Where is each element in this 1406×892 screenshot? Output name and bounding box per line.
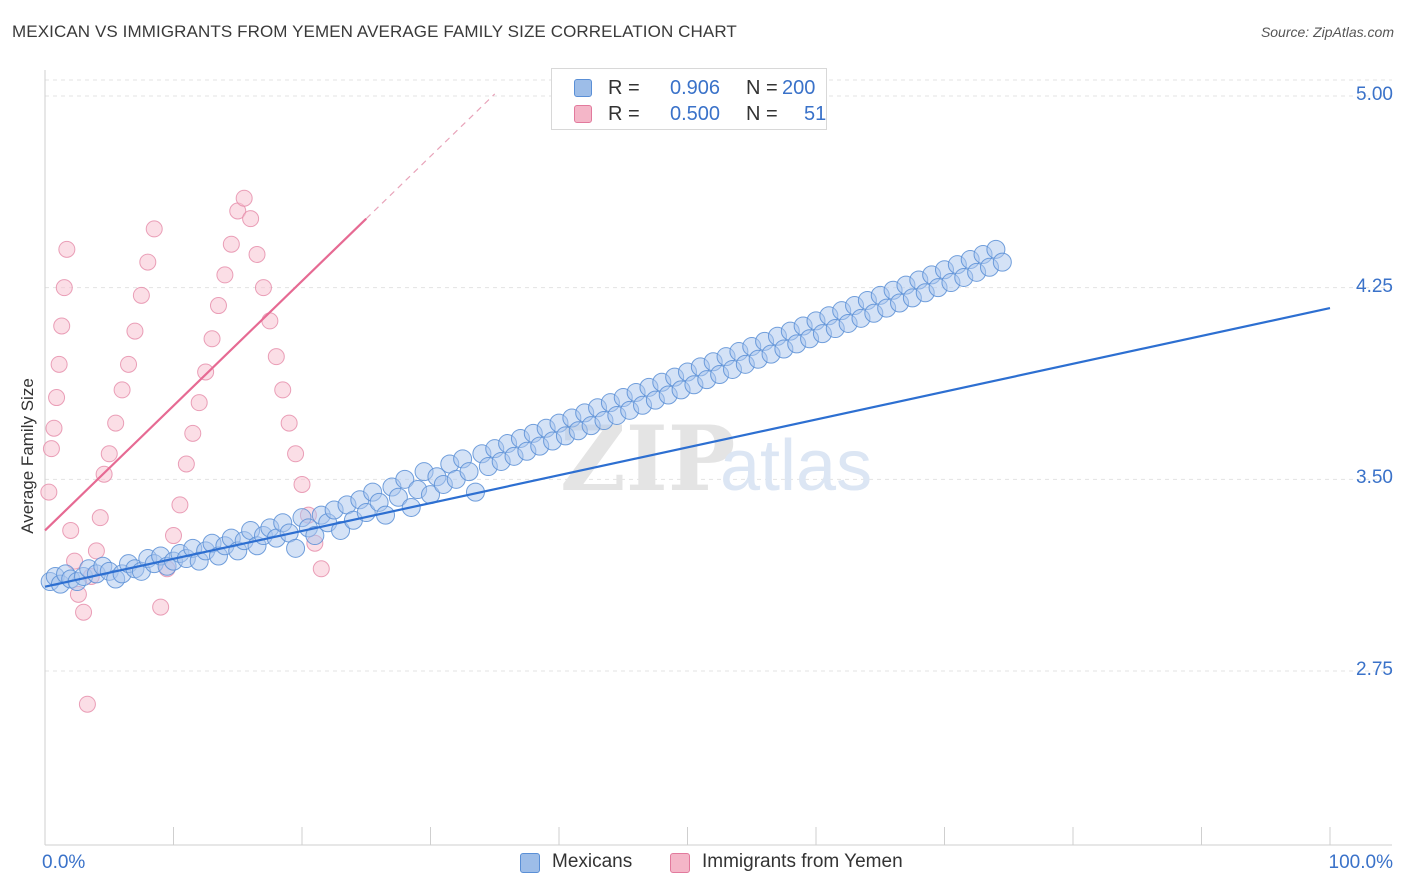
yemen-point (222, 235, 240, 253)
yemen-point (50, 355, 68, 373)
yemen-point (107, 414, 125, 432)
bottom-legend-label-mexicans: Mexicans (552, 851, 633, 872)
correlation-legend: R = 0.906 N = 200 R = 0.500 N = 51 (551, 68, 827, 130)
legend-n-value: 51 (804, 103, 827, 125)
chart-title: MEXICAN VS IMMIGRANTS FROM YEMEN AVERAGE… (12, 22, 737, 41)
yemen-trend-extension (365, 93, 496, 220)
legend-r-value: 0.500 (670, 103, 721, 125)
yemen-point (274, 381, 292, 399)
yemen-point (55, 279, 73, 297)
yemen-trend-line (44, 217, 368, 532)
legend-n-label: N = (746, 103, 778, 125)
y-tick-label: 2.75 (1356, 659, 1393, 680)
yemen-point (120, 355, 138, 373)
legend-r-label: R = (608, 103, 640, 125)
yemen-point (184, 424, 202, 442)
yemen-point (267, 348, 285, 366)
axes (44, 70, 1392, 846)
legend-swatch-mexicans (574, 79, 592, 97)
mexicans-point (395, 469, 415, 489)
yemen-point (203, 330, 221, 348)
mexicans-point (286, 538, 306, 558)
yemen-point (280, 414, 298, 432)
yemen-point (242, 210, 260, 228)
yemen-point (40, 483, 58, 501)
yemen-point (113, 381, 131, 399)
yemen-point (197, 363, 215, 381)
watermark-atlas: atlas (720, 426, 872, 506)
yemen-point (312, 560, 330, 578)
x-tick-label: 100.0% (1328, 852, 1393, 873)
yemen-point (165, 527, 182, 545)
bottom-legend-swatch-yemen (670, 853, 690, 873)
y-tick-label: 4.25 (1356, 275, 1393, 297)
yemen-point (209, 297, 227, 315)
legend-n-label: N = (746, 77, 778, 99)
yemen-point (287, 445, 305, 463)
yemen-point (177, 455, 195, 473)
legend-swatch-yemen (574, 105, 592, 123)
yemen-point (91, 509, 109, 527)
yemen-point (152, 598, 170, 616)
yemen-point (58, 240, 76, 258)
legend-r-value: 0.906 (670, 77, 721, 99)
yemen-point (139, 253, 157, 271)
yemen-point (78, 695, 96, 713)
yemen-points (40, 189, 330, 713)
yemen-point (42, 440, 60, 458)
y-axis-label: Average Family Size (18, 378, 37, 534)
yemen-point (254, 279, 272, 297)
mexicans-point (388, 487, 408, 507)
yemen-point (216, 266, 234, 284)
x-tick-label: 0.0% (42, 852, 86, 873)
mexicans-points (40, 239, 1012, 594)
bottom-legend-swatch-mexicans (520, 853, 540, 873)
yemen-point (145, 220, 163, 238)
yemen-point (171, 496, 189, 514)
mexicans-point (305, 526, 325, 546)
yemen-point (293, 475, 311, 493)
yemen-point (132, 286, 150, 304)
mexicans-point (331, 520, 351, 540)
y-tick-label: 5.00 (1356, 84, 1393, 105)
yemen-point (53, 317, 71, 335)
yemen-point (235, 189, 253, 207)
yemen-point (100, 445, 118, 463)
y-tick-label: 3.50 (1356, 467, 1393, 489)
yemen-point (75, 603, 93, 621)
trend-lines (44, 93, 1331, 588)
mexicans-trend-line (44, 307, 1331, 588)
bottom-legend-label-yemen: Immigrants from Yemen (702, 851, 903, 872)
yemen-point (261, 312, 279, 330)
yemen-point (190, 394, 208, 412)
source-label: Source: ZipAtlas.com (1260, 24, 1394, 40)
yemen-point (66, 552, 84, 570)
yemen-point (248, 245, 266, 263)
yemen-point (87, 542, 105, 560)
yemen-point (45, 419, 63, 437)
yemen-point (62, 521, 80, 539)
yemen-point (126, 322, 144, 340)
legend-n-value: 200 (782, 77, 816, 99)
legend-r-label: R = (608, 77, 640, 99)
mexicans-point (459, 462, 479, 482)
mexicans-point (992, 252, 1012, 272)
yemen-point (48, 389, 66, 407)
